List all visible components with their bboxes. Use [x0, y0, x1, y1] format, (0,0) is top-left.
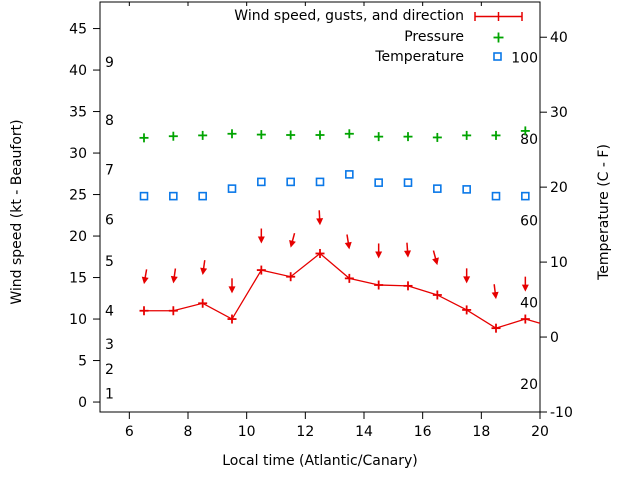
x-tick-label: 18 [472, 424, 490, 440]
right-tick-label: 10 [550, 255, 568, 271]
beaufort-label: 8 [105, 113, 114, 129]
inner-right-tick-label: 80 [520, 132, 538, 148]
temperature-point [315, 177, 325, 187]
inner-right-tick-label: 60 [520, 214, 538, 230]
wind-direction-arrow-head [316, 218, 324, 226]
wind-direction-arrow-head [289, 240, 296, 248]
temperature-point [286, 177, 295, 187]
wind-direction-arrow-head [404, 250, 412, 258]
x-tick-label: 8 [184, 424, 193, 440]
left-tick-label: 40 [69, 63, 87, 79]
wind-direction-arrow-head [141, 276, 149, 285]
left-axis-title: Wind speed (kt - Beaufort) [9, 119, 25, 305]
right-tick-label: 0 [550, 330, 559, 346]
beaufort-label: 4 [105, 304, 114, 320]
left-tick-label: 30 [69, 146, 87, 162]
wind-direction-arrow-head [170, 275, 178, 284]
x-tick-label: 6 [125, 424, 134, 440]
wind-direction-arrow-head [200, 267, 208, 276]
legend-label-pressure: Pressure [404, 29, 464, 45]
pressure-plus-icon [493, 32, 504, 43]
temperature-point [139, 191, 149, 201]
wind-direction-arrow-head [432, 257, 439, 266]
temperature-point [257, 177, 266, 187]
temperature-point [345, 170, 354, 179]
plot-border [99, 1, 541, 413]
wind-direction-arrow-head [491, 291, 499, 300]
inner-right-tick-label: 100 [511, 50, 538, 66]
left-tick-label: 20 [69, 229, 87, 245]
right-tick-label: 30 [550, 105, 568, 121]
wind-direction-arrow-head [257, 236, 265, 244]
x-axis-title: Local time (Atlantic/Canary) [222, 453, 418, 469]
x-tick-label: 10 [238, 424, 256, 440]
temperature-point [227, 184, 237, 193]
x-tick-label: 20 [531, 424, 549, 440]
wind-direction-arrow-head [228, 286, 236, 294]
x-tick-label: 16 [414, 424, 432, 440]
temperature-point [198, 191, 207, 201]
beaufort-label: 5 [105, 254, 114, 270]
right-axis-title: Temperature (C - F) [596, 144, 612, 280]
beaufort-label: 9 [105, 55, 114, 71]
beaufort-label: 6 [105, 212, 114, 228]
square-glyph [493, 52, 502, 61]
temperature-point [403, 178, 413, 187]
temperature-point [169, 191, 178, 201]
wind-direction-arrow-head [463, 276, 471, 284]
x-tick-label: 14 [355, 424, 373, 440]
left-tick-label: 5 [78, 354, 87, 370]
right-tick-label: 40 [550, 30, 568, 46]
left-tick-label: 35 [69, 105, 87, 121]
wind-direction-arrow-head [344, 241, 352, 250]
temperature-point [433, 184, 442, 193]
wind-direction-arrow-head [375, 251, 383, 259]
left-tick-label: 15 [69, 271, 87, 287]
left-tick-label: 0 [78, 395, 87, 411]
x-tick-label: 12 [296, 424, 314, 440]
temperature-point [521, 191, 530, 201]
beaufort-label: 2 [105, 362, 114, 378]
wind-direction-arrow-head [521, 284, 529, 292]
beaufort-label: 7 [105, 163, 114, 179]
beaufort-label: 3 [105, 337, 114, 353]
temperature-point [374, 178, 383, 187]
left-tick-label: 45 [69, 22, 87, 38]
right-tick-label: 20 [550, 180, 568, 196]
temperature-point [491, 191, 501, 201]
right-tick-label: -10 [550, 405, 573, 421]
left-tick-label: 25 [69, 188, 87, 204]
temperature-point [462, 185, 471, 194]
beaufort-label: 1 [105, 387, 114, 403]
legend-label-wind: Wind speed, gusts, and direction [234, 8, 464, 24]
legend-label-temperature: Temperature [375, 49, 464, 65]
inner-right-tick-label: 40 [520, 295, 538, 311]
left-tick-label: 10 [69, 312, 87, 328]
wind-errorbar-icon [474, 12, 523, 21]
inner-right-tick-label: 20 [520, 377, 538, 393]
temperature-square-icon [493, 52, 502, 61]
